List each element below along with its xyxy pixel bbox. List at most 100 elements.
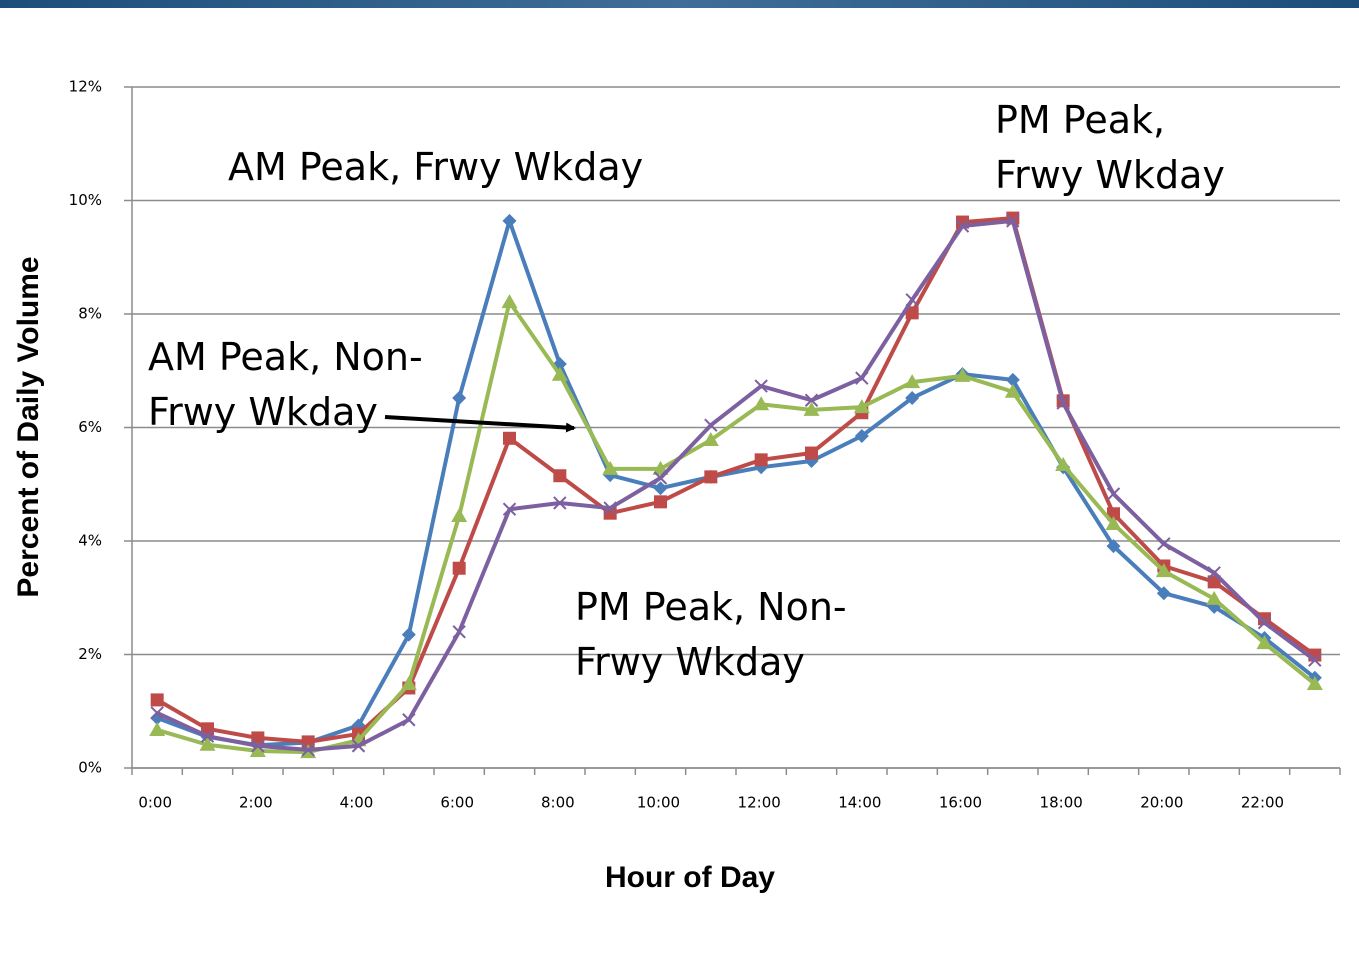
series-line [156, 300, 1317, 755]
diamond-marker [854, 429, 869, 444]
diamond-marker [452, 390, 467, 405]
triangle-marker [753, 396, 770, 411]
x-marker [200, 729, 215, 743]
annotation: PM Peak, Non- [575, 585, 847, 629]
x-marker [754, 379, 768, 393]
x-tick-label: 16:00 [939, 794, 982, 812]
annotation: PM Peak, [995, 98, 1165, 142]
x-marker [1257, 616, 1272, 630]
triangle-marker [853, 399, 870, 414]
square-marker [754, 453, 768, 467]
x-marker [1157, 537, 1171, 551]
triangle-marker [1256, 635, 1273, 650]
y-tick-label: 2% [78, 645, 102, 663]
square-marker [905, 306, 919, 320]
x-marker [1207, 566, 1221, 580]
square-marker [150, 693, 164, 707]
triangle-marker [1155, 563, 1172, 578]
y-tick-label: 0% [78, 759, 102, 777]
square-marker [704, 470, 718, 484]
x-marker [150, 706, 164, 720]
x-tick-label: 4:00 [340, 794, 374, 812]
triangle-marker [1105, 515, 1122, 530]
triangle-marker [954, 367, 971, 382]
x-marker [452, 625, 466, 639]
x-tick-label: 8:00 [541, 794, 575, 812]
square-marker [251, 731, 265, 745]
square-marker [1107, 507, 1120, 521]
x-tick-label: 12:00 [738, 794, 781, 812]
y-axis-label: Percent of Daily Volume [12, 256, 45, 597]
diamond-marker [401, 627, 416, 642]
plot-area: 0% 2% 4% 6% 8% 10% 12% 0:00 2:00 4:00 6:00 8:00 10:0… [69, 78, 1341, 812]
x-axis-label: Hour of Day [605, 861, 775, 894]
x-marker [502, 502, 517, 516]
diamond-marker [502, 213, 517, 228]
triangle-marker [149, 721, 166, 736]
square-marker [805, 446, 818, 460]
x-marker [402, 713, 416, 727]
x-marker [603, 501, 617, 515]
triangle-marker [803, 401, 820, 416]
annotation: Frwy Wkday [575, 640, 805, 684]
x-marker [704, 418, 718, 432]
annotation: AM Peak, Frwy Wkday [228, 145, 643, 189]
triangle-marker [1055, 456, 1072, 471]
triangle-marker [1306, 676, 1323, 691]
triangle-marker [1004, 383, 1021, 398]
annotation: Frwy Wkday [148, 390, 378, 434]
series-line [156, 216, 1317, 744]
diamond-marker [653, 481, 668, 496]
x-marker [955, 219, 970, 233]
diamond-marker [1005, 372, 1020, 387]
series-line [156, 218, 1317, 748]
square-marker [503, 431, 516, 445]
y-tick-label: 4% [78, 532, 102, 550]
header-band [0, 0, 1359, 8]
square-marker [654, 495, 667, 509]
square-marker [452, 561, 466, 575]
y-tick-label: 6% [78, 418, 102, 436]
x-marker [653, 471, 668, 485]
diamond-marker [1156, 586, 1171, 601]
x-tick-label: 0:00 [138, 794, 172, 812]
x-marker [351, 739, 366, 753]
x-marker [1056, 396, 1070, 410]
x-marker [1006, 214, 1020, 228]
annotation-arrow [384, 415, 576, 433]
y-tick-label: 8% [78, 305, 102, 323]
annotation: AM Peak, Non- [148, 335, 423, 379]
x-tick-label: 2:00 [239, 794, 273, 812]
triangle-marker [702, 431, 719, 446]
x-tick-label: 22:00 [1241, 794, 1284, 812]
triangle-marker [1206, 590, 1223, 605]
x-marker [905, 293, 919, 307]
series-line [156, 218, 1317, 752]
diamond-marker [905, 390, 920, 405]
triangle-marker [199, 736, 216, 751]
x-marker [251, 739, 265, 753]
x-marker [1308, 653, 1322, 667]
triangle-marker [249, 742, 266, 757]
diamond-marker [1106, 539, 1121, 554]
triangle-marker [904, 374, 921, 389]
triangle-marker [602, 460, 619, 475]
annotation: Frwy Wkday [995, 153, 1225, 197]
triangle-marker [451, 508, 468, 523]
triangle-marker [400, 676, 417, 691]
x-tick-label: 14:00 [838, 794, 881, 812]
x-marker [553, 496, 567, 510]
x-marker [804, 393, 819, 407]
square-marker [553, 469, 567, 483]
x-tick-label: 18:00 [1040, 794, 1083, 812]
y-tick-label: 10% [69, 191, 102, 209]
x-marker [1106, 487, 1121, 501]
x-marker [855, 371, 869, 385]
x-tick-label: 10:00 [637, 794, 680, 812]
x-marker [301, 743, 315, 757]
square-marker [301, 735, 315, 749]
triangle-marker [551, 366, 568, 381]
triangle-marker [501, 294, 518, 309]
y-tick-label: 12% [69, 78, 102, 96]
